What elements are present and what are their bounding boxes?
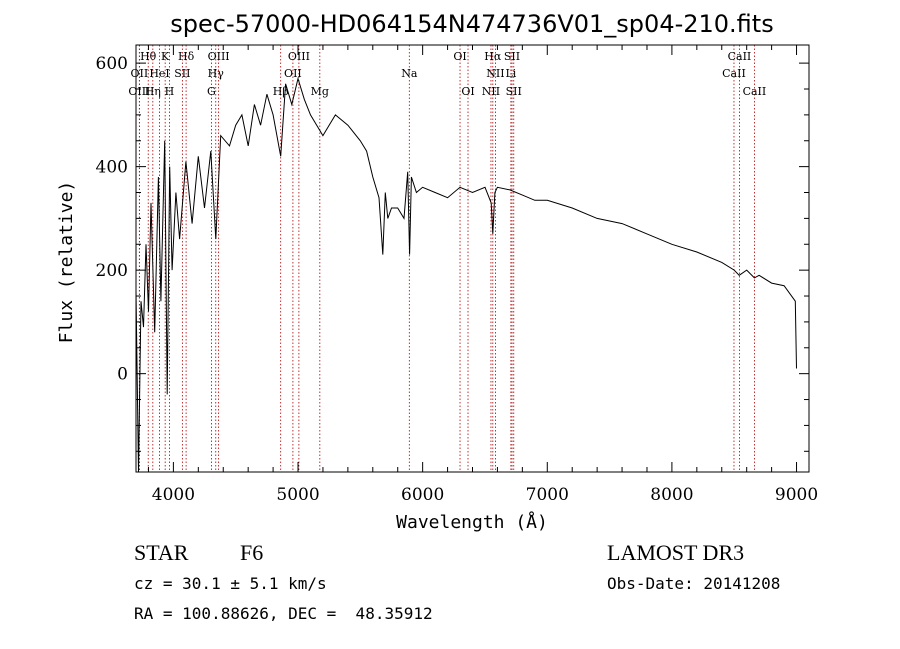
spectrum-line xyxy=(135,76,797,473)
spectral-line-label: NII xyxy=(486,67,504,80)
spectral-line-label: Mg xyxy=(311,85,329,98)
spectral-line-label: SII xyxy=(506,85,522,98)
spectral-line-label: OI xyxy=(453,50,466,63)
spectral-line-label: OIII xyxy=(128,85,150,98)
spectral-line-label: SII xyxy=(174,67,190,80)
spectral-line-label: Li xyxy=(505,67,516,80)
spectral-line-label: Hη xyxy=(145,85,161,98)
spectral-line-label: CaII xyxy=(722,67,746,80)
chart-title: spec-57000-HD064154N474736V01_sp04-210.f… xyxy=(170,10,773,38)
object-subclass: F6 xyxy=(240,540,264,565)
spectral-line-label: Hα xyxy=(484,50,502,63)
spectral-line-label: Hγ xyxy=(208,67,225,80)
y-tick-label: 0 xyxy=(117,365,128,385)
spectral-line-markers xyxy=(138,45,755,472)
survey-name: LAMOST DR3 xyxy=(607,540,745,565)
spectral-line-label: K xyxy=(161,50,170,63)
spectral-line-label: OIII xyxy=(208,50,230,63)
x-axis-label: Wavelength (Å) xyxy=(396,511,548,533)
observation-date: Obs-Date: 20141208 xyxy=(607,574,781,593)
spectral-line-label: OI xyxy=(461,85,474,98)
y-axis-label: Flux (relative) xyxy=(56,181,77,344)
y-axis-ticks: 0 200 400 600 xyxy=(96,54,809,452)
x-tick-label: 8000 xyxy=(650,485,693,505)
spectral-line-label: H xyxy=(165,85,175,98)
spectral-line-label: G xyxy=(207,85,216,98)
spectral-line-label: CaII xyxy=(728,50,752,63)
y-tick-label: 200 xyxy=(96,261,128,281)
x-tick-label: 4000 xyxy=(152,485,195,505)
spectral-line-label: OII xyxy=(284,67,302,80)
spectral-line-label: NII xyxy=(482,85,500,98)
x-axis-ticks: 4000 5000 6000 7000 8000 9000 xyxy=(147,45,818,505)
coordinates: RA = 100.88626, DEC = 48.35912 xyxy=(134,604,433,623)
plot-frame xyxy=(135,44,810,473)
redshift-value: cz = 30.1 ± 5.1 km/s xyxy=(134,574,327,593)
spectral-line-label: Na xyxy=(401,67,418,80)
spectral-line-label: HeI xyxy=(149,67,169,80)
spectral-line-label: CaII xyxy=(743,85,767,98)
y-tick-label: 400 xyxy=(96,158,128,178)
object-class: STAR xyxy=(134,540,189,565)
spectral-line-label: Hδ xyxy=(178,50,195,63)
spectral-line-label: OII xyxy=(131,67,149,80)
x-tick-label: 7000 xyxy=(526,485,569,505)
x-tick-label: 5000 xyxy=(276,485,319,505)
x-tick-label: 9000 xyxy=(775,485,818,505)
spectral-line-label: Hθ xyxy=(140,50,157,63)
x-tick-label: 6000 xyxy=(401,485,444,505)
spectral-line-label: SII xyxy=(504,50,520,63)
y-tick-label: 600 xyxy=(96,54,128,74)
spectral-line-label: OIII xyxy=(288,50,310,63)
